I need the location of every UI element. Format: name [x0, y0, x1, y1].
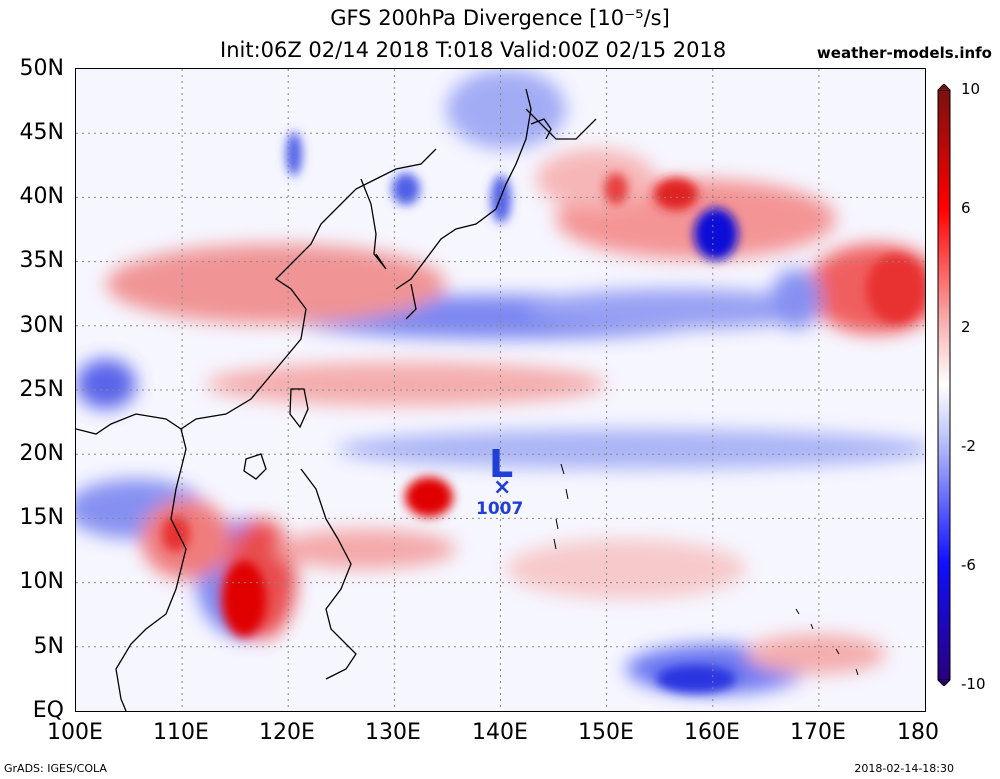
lon-label: 150E [578, 720, 634, 745]
lat-label: 40N [19, 184, 64, 209]
lat-lon-grid [76, 69, 925, 711]
hainan [243, 453, 267, 480]
lon-label: 120E [259, 720, 315, 745]
site-credit: weather-models.info [816, 44, 992, 62]
divergence-patches [76, 69, 925, 694]
colorbar-label: -6 [961, 556, 976, 574]
footer-credit: GrADS: IGES/COLA [4, 762, 107, 775]
lon-label: 160E [684, 720, 740, 745]
lon-label: 170E [790, 720, 846, 745]
colorbar-label: 10 [961, 80, 981, 98]
lat-label: 5N [33, 634, 64, 659]
lon-label: 100E [47, 720, 103, 745]
taiwan [289, 388, 309, 429]
lon-label: 140E [472, 720, 528, 745]
colorbar [937, 84, 951, 686]
divergence-field [76, 69, 925, 711]
lat-label: 35N [19, 248, 64, 273]
coastlines [76, 88, 597, 711]
lat-label: 25N [19, 377, 64, 402]
low-pressure-letter: L [489, 442, 514, 486]
map-subtitle: Init:06Z 02/14 2018 T:018 Valid:00Z 02/1… [220, 38, 727, 62]
colorbar-label: 6 [961, 199, 971, 217]
lon-label: 110E [153, 720, 209, 745]
low-pressure-marker: × [493, 475, 512, 500]
lat-label: 15N [19, 505, 64, 530]
lat-label: 30N [19, 313, 64, 338]
lon-label: 130E [365, 720, 421, 745]
footer-timestamp: 2018-02-14-18:30 [854, 762, 954, 775]
lat-label: 45N [19, 120, 64, 145]
lat-label: 20N [19, 441, 64, 466]
divergence-cores [162, 132, 925, 693]
colorbar-label: -10 [961, 675, 986, 693]
colorbar-label: 2 [961, 318, 971, 336]
divergence-map: L × 1007 [75, 68, 926, 712]
lat-label: 10N [19, 569, 64, 594]
map-title: GFS 200hPa Divergence [10⁻⁵/s] [330, 6, 670, 30]
lat-label: EQ [32, 698, 64, 723]
low-pressure-value: 1007 [476, 499, 524, 519]
colorbar-label: -2 [961, 437, 976, 455]
lat-label: 50N [19, 56, 64, 81]
island-dots [553, 463, 859, 676]
lon-label: 180 [897, 720, 939, 745]
